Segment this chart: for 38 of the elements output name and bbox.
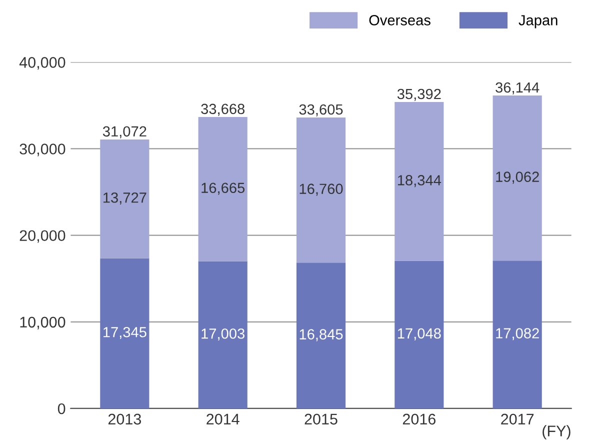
bar xyxy=(296,262,346,408)
x-tick-label: 2016 xyxy=(402,414,436,425)
bar xyxy=(100,258,150,408)
data-label: 19,062 xyxy=(496,172,539,184)
x-tick-label: 2013 xyxy=(108,414,141,425)
text: (FY) xyxy=(542,425,570,440)
bar xyxy=(492,260,542,408)
x-tick-label: 2017 xyxy=(501,414,534,425)
bar xyxy=(394,260,444,408)
data-label: 13,727 xyxy=(103,192,146,205)
x-tick-label: 2014 xyxy=(206,414,240,425)
data-label: 17,048 xyxy=(398,328,441,340)
total-label: 33,605 xyxy=(299,104,343,116)
y-tick-label: 0 xyxy=(58,403,66,414)
data-label: 17,345 xyxy=(103,326,146,340)
data-label: 17,003 xyxy=(202,328,244,341)
bar xyxy=(100,139,150,258)
data-label: 16,845 xyxy=(300,329,343,342)
legend-label: Overseas xyxy=(369,15,430,26)
bar xyxy=(198,116,248,262)
bar xyxy=(296,118,346,263)
data-label: 17,082 xyxy=(496,328,539,340)
y-tick-label: 20,000 xyxy=(20,230,66,243)
data-label: 16,665 xyxy=(202,182,245,195)
total-label: 35,392 xyxy=(397,88,441,101)
bar xyxy=(198,261,248,408)
legend-label: Japan xyxy=(518,15,558,28)
x-tick-label: 2015 xyxy=(304,414,338,425)
bar xyxy=(492,96,542,261)
data-label: 18,344 xyxy=(398,175,442,188)
total-label: 36,144 xyxy=(496,82,540,94)
y-tick-label: 10,000 xyxy=(20,316,66,330)
total-label: 33,668 xyxy=(201,104,245,116)
bar xyxy=(394,102,444,261)
total-label: 31,072 xyxy=(102,126,146,138)
y-tick-label: 30,000 xyxy=(20,144,66,156)
y-tick-label: 40,000 xyxy=(19,57,66,70)
data-label: 16,760 xyxy=(300,184,343,196)
